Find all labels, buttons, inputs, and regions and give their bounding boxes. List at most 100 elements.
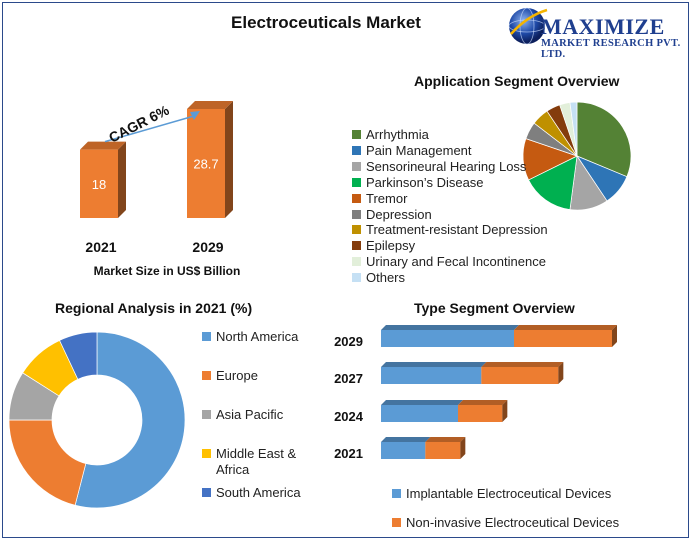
- legend-label: Non-invasive Electroceutical Devices: [406, 515, 620, 530]
- bar-category-label: 2021: [85, 239, 116, 255]
- legend-item: Others: [352, 270, 548, 286]
- bar-side: [612, 325, 617, 347]
- legend-swatch: [202, 371, 211, 380]
- legend-swatch: [352, 241, 361, 251]
- legend-item: Sensorineural Hearing Loss: [352, 159, 548, 175]
- bar-side: [460, 437, 466, 459]
- market-size-title: Market Size in US$ Billion: [94, 264, 241, 278]
- legend-label: Epilepsy: [366, 238, 416, 254]
- regional-analysis-title: Regional Analysis in 2021 (%): [55, 300, 253, 316]
- legend-label: Others: [366, 270, 406, 286]
- type-segment-title: Type Segment Overview: [414, 300, 575, 316]
- page-title: Electroceuticals Market: [231, 13, 421, 32]
- donut-slice-south-america: [59, 331, 98, 380]
- bar-top: [381, 400, 463, 405]
- category-label: 2029: [334, 334, 363, 349]
- legend-item: Europe: [202, 368, 312, 384]
- bar-2021-non-invasive: [425, 442, 461, 459]
- legend-item: Pain Management: [352, 143, 548, 159]
- bar-2029-implantable: [381, 330, 514, 347]
- bar-value-label: 18: [92, 177, 106, 192]
- category-label: 2027: [334, 371, 363, 386]
- globe-logo-icon: [508, 7, 548, 45]
- bar-top: [514, 325, 617, 330]
- bar-top-2029: [187, 101, 233, 109]
- legend-swatch: [202, 410, 211, 419]
- bar-2029-non-invasive: [514, 330, 612, 347]
- legend-item: Urinary and Fecal Incontinence: [352, 254, 548, 270]
- bar-top: [381, 437, 431, 442]
- legend-label: Arrhythmia: [366, 127, 429, 142]
- bar-side: [502, 400, 508, 422]
- donut-slice-north-america: [74, 331, 186, 509]
- bar-top-2021: [80, 141, 126, 150]
- bar-2021-implantable: [381, 442, 426, 459]
- bar-category-label: 2029: [192, 239, 223, 255]
- legend-item: North America: [202, 329, 312, 345]
- legend-label: Depression: [366, 206, 432, 222]
- pie-slice-parkinson-s-disease: [528, 155, 578, 210]
- logo-tagline: MARKET RESEARCH PVT. LTD.: [541, 38, 681, 60]
- bar-side-2029: [225, 101, 233, 218]
- bar-side: [558, 362, 564, 384]
- legend-label: Sensorineural Hearing Loss: [366, 158, 527, 174]
- legend-label: Urinary and Fecal Incontinence: [366, 254, 546, 270]
- legend-item: Asia Pacific: [202, 407, 312, 423]
- cagr-arrowhead: [190, 111, 200, 120]
- bar-2021: [80, 149, 118, 218]
- pie-slice-arrhythmia: [576, 101, 632, 178]
- legend-swatch: [352, 273, 361, 283]
- bar-2027-non-invasive: [481, 367, 559, 384]
- legend-label: Implantable Electroceutical Devices: [406, 486, 612, 501]
- legend-label: Pain Management: [366, 142, 472, 158]
- legend-item: Epilepsy: [352, 238, 548, 254]
- application-pie-chart: [522, 101, 632, 211]
- legend-swatch: [352, 177, 361, 187]
- legend-item: Middle East & Africa: [202, 446, 312, 478]
- cagr-annotation: CAGR 6%: [106, 102, 172, 146]
- logo-name: MAXIMIZE: [541, 14, 665, 39]
- legend-swatch: [202, 488, 211, 497]
- category-label: 2024: [334, 409, 364, 424]
- legend-item: Treatment-resistant Depression: [352, 222, 548, 238]
- bar-side-2021: [118, 141, 126, 218]
- pie-slice-others: [569, 101, 578, 157]
- legend-swatch: [352, 130, 361, 139]
- legend-swatch: [352, 257, 361, 267]
- bar-value-label: 28.7: [193, 157, 218, 172]
- legend-item: Tremor: [352, 191, 548, 207]
- legend-item: Implantable Electroceutical Devices: [392, 479, 619, 508]
- donut-slice-europe: [8, 419, 87, 506]
- legend-label: North America: [216, 329, 299, 344]
- legend-swatch: [392, 518, 401, 527]
- application-segment-title: Application Segment Overview: [414, 73, 620, 89]
- bar-2024-non-invasive: [458, 405, 503, 422]
- bar-top: [425, 437, 466, 442]
- regional-donut-chart: [8, 331, 186, 509]
- bar-2024-implantable: [381, 405, 458, 422]
- type-legend: Implantable Electroceutical Devices Non-i…: [392, 479, 619, 537]
- market-size-chart: 18 2021 28.7 2029 CAGR 6% Market Size in US$ …: [80, 101, 241, 278]
- legend-swatch: [392, 489, 401, 498]
- legend-label: Tremor: [366, 190, 408, 206]
- bar-top: [481, 362, 564, 367]
- legend-swatch: [352, 161, 361, 171]
- legend-item: Depression: [352, 207, 548, 223]
- legend-label: Europe: [216, 368, 258, 383]
- legend-swatch: [202, 449, 211, 458]
- bar-top: [381, 362, 487, 367]
- legend-item: Arrhythmia: [352, 127, 548, 143]
- type-segment-chart: 2029 2027 2024 2021: [334, 325, 617, 461]
- legend-item: South America: [202, 485, 312, 501]
- legend-swatch: [352, 209, 361, 219]
- application-legend: Arrhythmia Pain Management Sensorineural H…: [352, 127, 548, 286]
- legend-label: Parkinson’s Disease: [366, 174, 484, 190]
- legend-swatch: [202, 332, 211, 341]
- legend-label: Asia Pacific: [216, 407, 284, 422]
- legend-swatch: [352, 193, 361, 203]
- legend-swatch: [352, 145, 361, 155]
- legend-label: Middle East & Africa: [216, 446, 297, 477]
- legend-item: Parkinson’s Disease: [352, 175, 548, 191]
- legend-label: South America: [216, 485, 301, 500]
